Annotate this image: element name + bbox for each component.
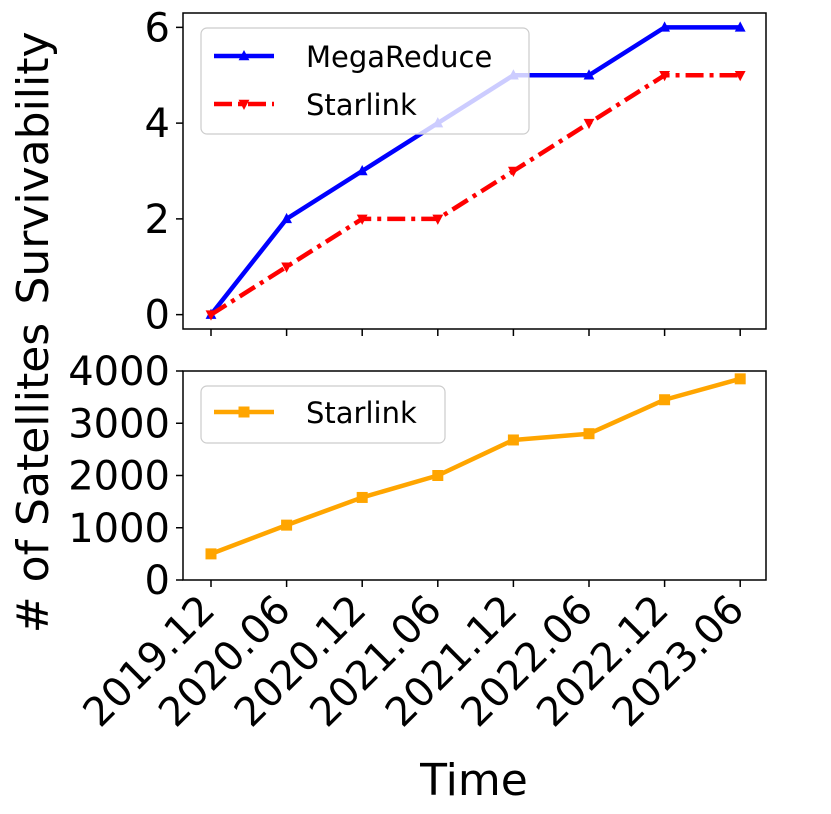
point-satellites-2019.12 xyxy=(205,548,217,560)
satellites-legend: Starlink xyxy=(200,385,446,444)
point-megareduce-2022.06 xyxy=(583,69,595,80)
satellites-y-tick-label-4: 4000 xyxy=(68,349,170,395)
satellites-y-axis-label: # of Satellites xyxy=(8,323,59,633)
survivability-legend: MegaReduce Starlink xyxy=(200,27,530,135)
survivability-y-tick-label-3: 6 xyxy=(145,5,170,51)
point-starlink-2020.12 xyxy=(356,214,368,225)
point-satellites-2020.12 xyxy=(356,491,368,503)
satellites-panel: 0 1000 2000 3000 4000 2019.122020.062020.122… xyxy=(8,323,767,806)
legend-megareduce-label: MegaReduce xyxy=(306,40,492,74)
satellites-y-tick-label-2: 2000 xyxy=(68,454,170,500)
survivability-y-tick-label-0: 0 xyxy=(145,293,170,339)
survivability-y-axis-label: Survivability xyxy=(8,31,59,304)
satellites-series xyxy=(205,373,746,560)
point-starlink-2021.12 xyxy=(508,166,519,177)
time-x-axis-label: Time xyxy=(419,755,528,806)
survivability-x-ticks xyxy=(210,329,741,336)
legend-megareduce-marker xyxy=(238,50,250,61)
survivability-y-ticks: 0 2 4 6 xyxy=(145,5,183,339)
point-megareduce-2022.12 xyxy=(659,21,670,32)
point-megareduce-2020.12 xyxy=(356,165,368,176)
point-starlink-2020.06 xyxy=(281,262,292,273)
point-megareduce-2023.06 xyxy=(734,21,746,32)
satellites-y-tick-label-3: 3000 xyxy=(68,401,170,447)
point-satellites-2020.06 xyxy=(281,519,293,531)
legend-satellites-marker xyxy=(238,406,250,418)
series-line-starlink xyxy=(209,72,741,317)
point-satellites-2022.12 xyxy=(659,394,671,406)
point-megareduce-2020.06 xyxy=(281,212,292,224)
survivability-y-tick-label-1: 2 xyxy=(145,197,170,243)
survivability-plot-frame xyxy=(182,12,767,330)
point-starlink-2022.12 xyxy=(659,71,670,82)
series-line-satellites xyxy=(210,376,741,556)
point-satellites-2023.06 xyxy=(734,373,746,385)
point-starlink-2019.12 xyxy=(205,310,217,321)
point-satellites-2022.06 xyxy=(583,428,595,440)
survivability-panel: 0 2 4 6 MegaReduce Starlink Survivability xyxy=(8,5,767,339)
satellites-x-ticks: 2019.122020.062020.122021.062021.122022.… xyxy=(75,580,753,736)
satellites-y-tick-label-0: 0 xyxy=(145,558,170,604)
satellites-y-ticks: 0 1000 2000 3000 4000 xyxy=(68,349,183,604)
point-starlink-2021.06 xyxy=(432,214,444,225)
satellites-legend-box xyxy=(200,385,446,444)
survivability-y-tick-label-2: 4 xyxy=(145,101,170,147)
satellites-y-tick-label-1: 1000 xyxy=(68,506,170,552)
point-starlink-2022.06 xyxy=(583,118,595,130)
survivability-legend-box xyxy=(200,27,530,135)
legend-satellites-label: Starlink xyxy=(306,396,417,430)
point-satellites-2021.12 xyxy=(507,434,519,446)
point-starlink-2023.06 xyxy=(734,71,746,82)
legend-starlink-marker xyxy=(238,99,250,110)
legend-starlink-label: Starlink xyxy=(306,88,417,122)
point-satellites-2021.06 xyxy=(432,470,444,481)
